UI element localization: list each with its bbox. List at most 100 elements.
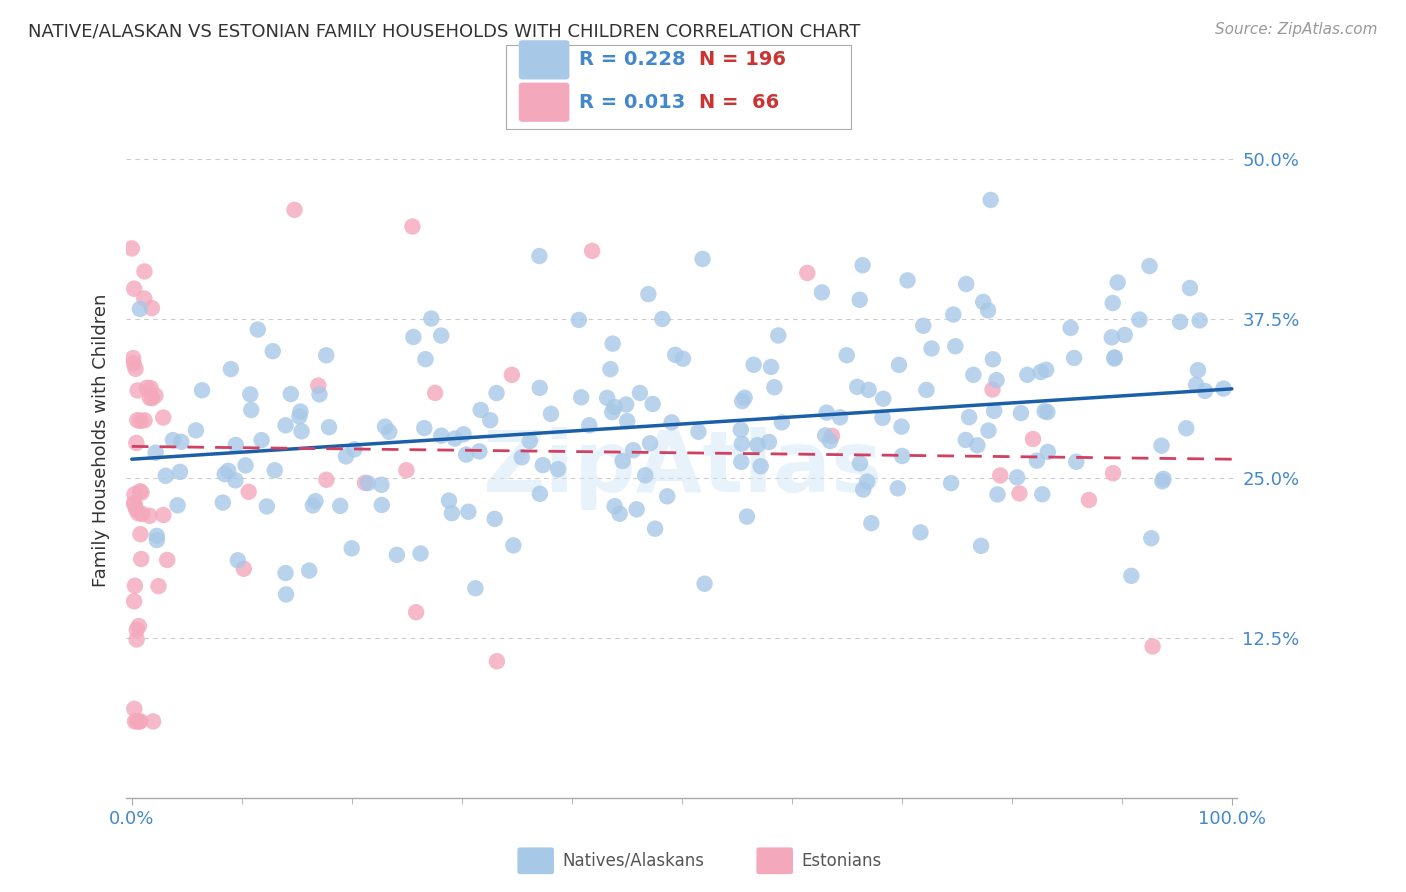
Natives/Alaskans — [370, 477, 392, 491]
Natives/Alaskans — [318, 420, 340, 434]
Natives/Alaskans — [730, 423, 752, 437]
Natives/Alaskans — [644, 522, 666, 536]
Natives/Alaskans — [1104, 351, 1126, 365]
Natives/Alaskans — [858, 383, 880, 397]
Estonians — [122, 496, 145, 510]
Natives/Alaskans — [626, 502, 648, 516]
Natives/Alaskans — [1005, 470, 1028, 484]
Natives/Alaskans — [957, 410, 980, 425]
Natives/Alaskans — [1101, 330, 1123, 344]
Natives/Alaskans — [1066, 455, 1088, 469]
Estonians — [315, 473, 337, 487]
Natives/Alaskans — [479, 413, 502, 427]
Estonians — [354, 475, 377, 490]
Natives/Alaskans — [385, 548, 408, 562]
Natives/Alaskans — [409, 546, 432, 560]
Natives/Alaskans — [502, 538, 524, 552]
Natives/Alaskans — [235, 458, 257, 473]
Text: ZipAtlas: ZipAtlas — [482, 427, 882, 510]
Estonians — [1078, 493, 1101, 508]
Natives/Alaskans — [1139, 259, 1161, 273]
Natives/Alaskans — [742, 358, 765, 372]
Natives/Alaskans — [1036, 445, 1059, 459]
Natives/Alaskans — [184, 423, 207, 437]
Natives/Alaskans — [603, 400, 626, 414]
Natives/Alaskans — [457, 505, 479, 519]
Natives/Alaskans — [1035, 363, 1057, 377]
Text: N = 196: N = 196 — [699, 50, 786, 70]
Estonians — [988, 468, 1011, 483]
Estonians — [1008, 486, 1031, 500]
Natives/Alaskans — [1178, 281, 1201, 295]
Estonians — [401, 219, 423, 234]
Natives/Alaskans — [510, 450, 533, 465]
Natives/Alaskans — [250, 433, 273, 447]
Natives/Alaskans — [315, 348, 337, 362]
Natives/Alaskans — [977, 303, 1000, 318]
Natives/Alaskans — [763, 380, 786, 394]
Natives/Alaskans — [628, 386, 651, 401]
Natives/Alaskans — [692, 252, 714, 266]
Estonians — [145, 388, 167, 402]
Estonians — [127, 384, 149, 398]
Natives/Alaskans — [226, 553, 249, 567]
Natives/Alaskans — [986, 373, 1008, 387]
Estonians — [122, 594, 145, 608]
Natives/Alaskans — [155, 468, 177, 483]
Natives/Alaskans — [211, 495, 233, 509]
Natives/Alaskans — [540, 407, 562, 421]
Estonians — [129, 414, 152, 428]
Natives/Alaskans — [413, 421, 436, 435]
Natives/Alaskans — [818, 434, 841, 448]
Natives/Alaskans — [977, 424, 1000, 438]
Estonians — [1142, 640, 1164, 654]
Natives/Alaskans — [302, 499, 325, 513]
Natives/Alaskans — [849, 457, 872, 471]
Natives/Alaskans — [621, 443, 644, 458]
Natives/Alaskans — [437, 493, 460, 508]
Natives/Alaskans — [246, 322, 269, 336]
Natives/Alaskans — [378, 425, 401, 439]
Natives/Alaskans — [529, 487, 551, 501]
Natives/Alaskans — [915, 383, 938, 397]
Estonians — [131, 485, 153, 500]
Natives/Alaskans — [1104, 351, 1126, 366]
Natives/Alaskans — [519, 434, 541, 448]
Text: N =  66: N = 66 — [699, 93, 779, 112]
Estonians — [1102, 467, 1125, 481]
Natives/Alaskans — [1128, 312, 1150, 326]
Natives/Alaskans — [1212, 382, 1234, 396]
Natives/Alaskans — [485, 386, 508, 401]
Natives/Alaskans — [986, 487, 1008, 501]
Estonians — [127, 413, 149, 427]
Text: R = 0.228: R = 0.228 — [579, 50, 686, 70]
Natives/Alaskans — [239, 387, 262, 401]
Estonians — [129, 527, 152, 541]
Natives/Alaskans — [256, 500, 278, 514]
Natives/Alaskans — [856, 475, 879, 489]
Natives/Alaskans — [634, 468, 657, 483]
Natives/Alaskans — [484, 512, 506, 526]
Natives/Alaskans — [468, 444, 491, 458]
Natives/Alaskans — [939, 476, 962, 491]
Estonians — [501, 368, 523, 382]
Natives/Alaskans — [1033, 404, 1056, 418]
Natives/Alaskans — [749, 459, 772, 474]
Estonians — [405, 605, 427, 619]
Natives/Alaskans — [641, 397, 664, 411]
Estonians — [141, 301, 163, 315]
Natives/Alaskans — [529, 249, 551, 263]
Estonians — [307, 378, 329, 392]
Natives/Alaskans — [942, 308, 965, 322]
Natives/Alaskans — [329, 499, 352, 513]
Natives/Alaskans — [970, 539, 993, 553]
Natives/Alaskans — [1140, 531, 1163, 545]
Natives/Alaskans — [1153, 472, 1175, 486]
Natives/Alaskans — [887, 481, 910, 495]
Text: Estonians: Estonians — [801, 852, 882, 870]
Natives/Alaskans — [191, 384, 214, 398]
Natives/Alaskans — [972, 295, 994, 310]
Natives/Alaskans — [872, 392, 894, 406]
Natives/Alaskans — [602, 336, 624, 351]
Estonians — [581, 244, 603, 258]
